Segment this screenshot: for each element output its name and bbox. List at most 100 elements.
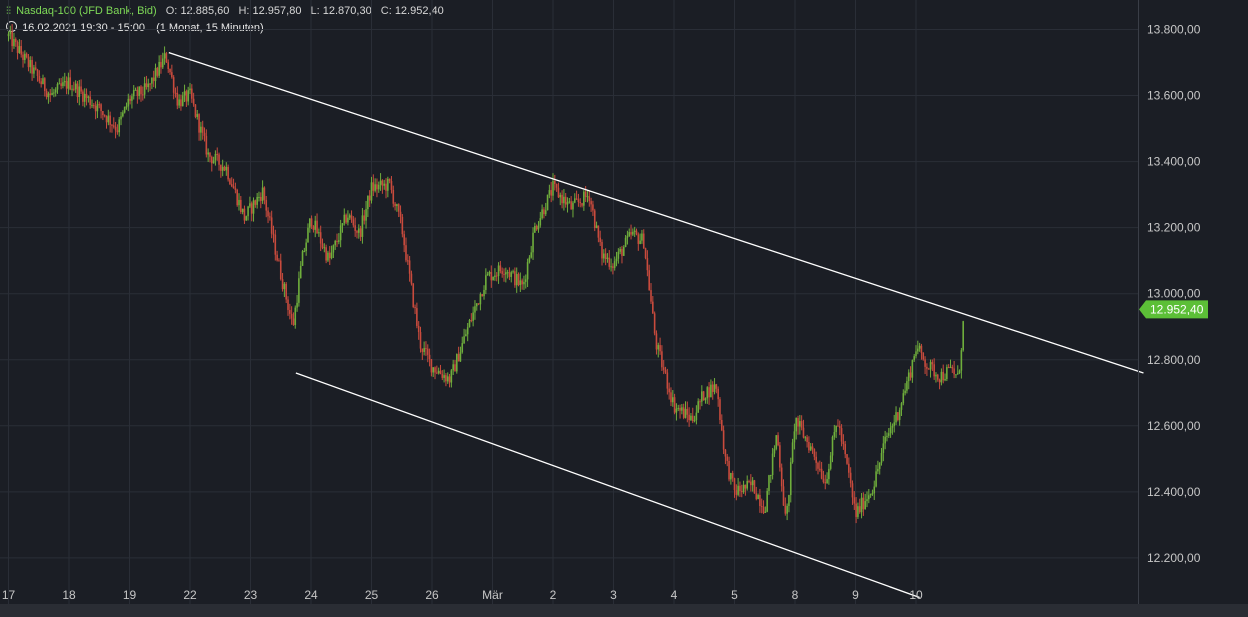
candle-body xyxy=(80,86,82,92)
candle-body xyxy=(539,218,542,226)
candle-body xyxy=(857,506,859,517)
candle-body xyxy=(274,234,277,255)
candle-body xyxy=(36,69,39,76)
candle-body xyxy=(42,78,44,85)
candle-body xyxy=(417,325,420,333)
candle-body xyxy=(216,153,219,155)
candle-body xyxy=(632,231,634,235)
candle-body xyxy=(572,202,574,210)
trendline-upper[interactable] xyxy=(168,51,1144,374)
candle-body xyxy=(566,202,569,205)
candle-body xyxy=(312,226,315,230)
candle-body xyxy=(962,321,964,351)
candle-body xyxy=(290,313,293,319)
candle-body xyxy=(548,190,551,195)
y-tick-label: 13.000,00 xyxy=(1147,287,1201,301)
close-label: C: xyxy=(380,5,392,17)
candle-body xyxy=(399,211,402,217)
candle-body xyxy=(799,421,801,427)
x-tick-label: 22 xyxy=(183,588,197,602)
candle-body xyxy=(416,308,418,326)
candle-body xyxy=(459,352,462,362)
candle-body xyxy=(942,371,945,381)
candle-body xyxy=(107,115,110,123)
candle-body xyxy=(269,216,271,218)
candle-body xyxy=(218,154,220,165)
candle-body xyxy=(495,275,498,277)
candle-body xyxy=(241,208,244,213)
candle-body xyxy=(797,418,799,427)
candle-body xyxy=(711,384,714,392)
candle-body xyxy=(189,88,191,91)
candle-body xyxy=(748,480,750,482)
x-tick-label: 10 xyxy=(909,588,923,602)
trendline-lower[interactable] xyxy=(295,372,920,599)
candle-body xyxy=(430,359,433,373)
candle-body xyxy=(681,407,683,411)
instrument-name[interactable]: Nasdaq-100 (JFD Bank, Bid) xyxy=(16,5,157,17)
candle-body xyxy=(254,200,257,205)
candle-body xyxy=(25,53,28,58)
candle-body xyxy=(334,240,336,246)
candle-body xyxy=(860,497,863,513)
candle-body xyxy=(793,431,796,443)
candle-body xyxy=(367,195,369,210)
candle-body xyxy=(802,427,805,438)
candle-body xyxy=(483,289,485,297)
candle-body xyxy=(310,218,313,227)
candle-body xyxy=(292,318,295,326)
candle-body xyxy=(922,352,925,360)
candle-body xyxy=(501,271,503,274)
candle-body xyxy=(187,90,189,102)
candle-body xyxy=(506,272,509,274)
candle-body xyxy=(897,412,899,420)
low-value: 12.870,30 xyxy=(322,5,372,17)
candle-body xyxy=(755,493,758,500)
candle-body xyxy=(646,258,649,271)
candle-body xyxy=(653,313,656,334)
candle-body xyxy=(960,350,963,371)
last-price-label: 12.952,40 xyxy=(1150,302,1204,316)
candle-body xyxy=(588,196,591,202)
candle-body xyxy=(31,59,33,74)
candle-body xyxy=(927,368,930,370)
candle-body xyxy=(554,181,556,184)
candle-body xyxy=(445,375,447,382)
candle-body xyxy=(298,278,300,303)
candle-body xyxy=(682,407,685,418)
candle-body xyxy=(789,462,792,496)
candle-body xyxy=(131,96,133,101)
candle-body xyxy=(563,196,565,204)
candle-body xyxy=(652,301,654,314)
candle-body xyxy=(492,276,494,281)
candle-body xyxy=(786,505,788,514)
candle-body xyxy=(526,262,529,280)
candle-body xyxy=(428,354,431,360)
candle-body xyxy=(532,232,534,253)
candle-body xyxy=(570,201,572,210)
candle-body xyxy=(142,94,144,96)
candle-body xyxy=(103,115,106,117)
candle-body xyxy=(123,106,126,113)
candle-body xyxy=(392,189,395,204)
candle-body xyxy=(702,391,705,401)
candle-body xyxy=(886,435,888,437)
candle-body xyxy=(701,391,703,402)
candle-body xyxy=(265,199,268,211)
candle-body xyxy=(779,445,781,468)
candle-body xyxy=(85,93,88,98)
candle-body xyxy=(675,408,678,413)
candle-body xyxy=(183,91,186,96)
candle-body xyxy=(728,460,730,480)
candle-body xyxy=(686,408,689,415)
candle-body xyxy=(356,230,358,233)
candle-body xyxy=(862,497,865,510)
candle-body xyxy=(512,271,514,273)
trendlines[interactable] xyxy=(168,51,1144,599)
candle-body xyxy=(407,260,409,262)
candle-body xyxy=(76,83,79,98)
candle-body xyxy=(283,283,286,290)
candle-body xyxy=(359,228,362,237)
candle-body xyxy=(363,215,366,221)
